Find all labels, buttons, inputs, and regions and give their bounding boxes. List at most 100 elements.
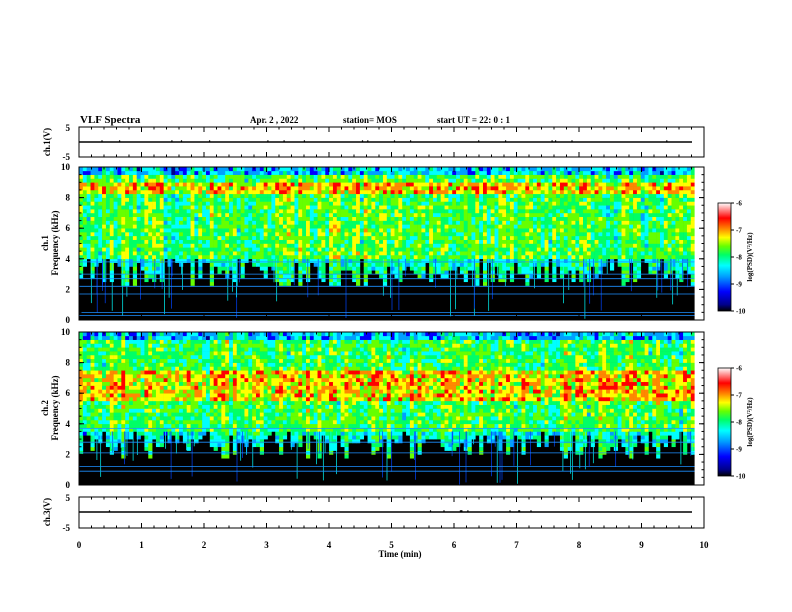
spectrogram-cell — [556, 228, 561, 233]
spectrogram-cell — [129, 235, 134, 240]
spectrogram-cell — [179, 220, 184, 225]
spectrogram-cell — [275, 232, 280, 237]
spectrogram-cell — [90, 427, 95, 432]
spectrogram-cell — [556, 216, 561, 221]
spectrogram-cell — [229, 186, 234, 191]
spectrogram-cell — [502, 228, 507, 233]
spectrogram-cell — [459, 266, 465, 271]
spectrogram-cell — [444, 243, 449, 248]
spectrogram-cell — [205, 243, 211, 248]
spectrogram-cell — [356, 281, 361, 286]
spectrogram-cell — [217, 212, 222, 218]
spectrogram-cell — [479, 247, 484, 252]
spectrogram-cell — [436, 201, 441, 206]
spectrogram-cell — [559, 174, 565, 179]
spectrogram-cell — [679, 197, 684, 202]
spectrogram-cell — [321, 167, 326, 172]
spectrogram-cell — [132, 243, 138, 248]
spectrogram-cell — [386, 201, 391, 206]
spectrogram-cell — [575, 182, 580, 187]
spectrogram-cell — [86, 170, 91, 175]
spectrogram-cell — [352, 216, 357, 221]
spectrogram-cell — [490, 189, 495, 195]
spectrogram-cell — [102, 347, 107, 352]
spectrogram-cell — [448, 228, 453, 233]
spectrogram-cell — [375, 228, 380, 233]
spectrogram-cell — [340, 243, 345, 248]
spectrogram-cell — [102, 197, 107, 202]
spectrogram-cell — [294, 209, 299, 214]
spectrogram-cell — [348, 212, 353, 218]
spectrogram-cell — [105, 374, 111, 379]
spectrogram-cell — [513, 167, 518, 172]
spectrogram-cell — [563, 220, 568, 225]
spectrogram-cell — [167, 212, 172, 218]
spectrogram-cell — [336, 254, 341, 260]
spectrogram-cell — [225, 178, 230, 183]
spectrogram-cell — [394, 170, 399, 175]
spectrogram-cell — [579, 189, 584, 195]
spectrogram-cell — [356, 170, 361, 175]
spectrogram-cell — [494, 174, 499, 179]
spectrogram-cell — [656, 174, 661, 179]
spectrogram-cell — [271, 239, 276, 244]
spectrogram-cell — [240, 243, 245, 248]
spectrogram-cell — [282, 193, 288, 198]
spectrogram-cell — [506, 189, 511, 195]
spectrogram-cell — [436, 262, 441, 267]
spectrogram-cell — [486, 205, 491, 210]
spectrogram-cell — [456, 247, 461, 252]
spectrogram-cell — [348, 178, 353, 183]
spectrogram-cell — [621, 182, 626, 187]
spectrogram-cell — [290, 186, 295, 191]
spectrogram-cell — [225, 201, 230, 206]
spectrogram-cell — [506, 197, 511, 202]
spectrogram-cell — [409, 216, 415, 221]
spectrogram-cell — [617, 216, 622, 221]
spectrogram-cell — [413, 174, 418, 179]
spectrogram-cell — [475, 281, 480, 286]
spectrogram-cell — [132, 167, 138, 172]
spectrogram-cell — [467, 201, 472, 206]
spectrogram-cell — [121, 239, 126, 244]
spectrogram-cell — [679, 224, 684, 229]
spectrogram-cell — [452, 193, 457, 198]
spectrogram-cell — [255, 174, 261, 179]
spectrogram-cell — [633, 212, 638, 218]
spectrogram-cell — [686, 216, 692, 221]
spectrogram-cell — [540, 197, 545, 202]
spectrogram-cell — [379, 247, 384, 252]
spectrogram-cell — [302, 254, 307, 260]
spectrogram-cell — [102, 416, 107, 421]
spectrogram-cell — [432, 209, 438, 214]
spectrogram-cell — [306, 239, 311, 244]
spectrogram-cell — [648, 220, 653, 225]
spectrogram-cell — [483, 254, 488, 260]
spectrogram-cell — [340, 197, 345, 202]
spectrogram-cell — [105, 439, 111, 444]
spectrogram-cell — [252, 178, 257, 183]
spectrogram-cell — [513, 178, 518, 183]
spectrogram-cell — [144, 243, 149, 248]
spectrogram-cell — [429, 262, 434, 267]
spectrogram-cell — [217, 193, 222, 198]
spectrogram-cell — [102, 201, 107, 206]
spectrogram-cell — [467, 258, 472, 263]
spectrogram-cell — [398, 254, 403, 260]
spectrogram-cell — [394, 220, 399, 225]
spectrogram-cell — [171, 170, 176, 175]
spectrogram-cell — [533, 186, 538, 191]
spectrogram-cell — [644, 212, 649, 218]
spectrogram-cell — [244, 258, 249, 263]
spectrogram-cell — [113, 377, 118, 383]
spectrogram-cell — [117, 239, 122, 244]
spectrogram-cell — [625, 254, 630, 260]
spectrogram-cell — [486, 174, 491, 179]
spectrogram-cell — [109, 442, 114, 448]
ch1-ytick-label: 0 — [66, 315, 71, 325]
spectrogram-cell — [386, 254, 391, 260]
spectrogram-cell — [225, 243, 230, 248]
spectrogram-cell — [432, 205, 438, 210]
spectrogram-cell — [321, 243, 326, 248]
spectrogram-cell — [525, 170, 530, 175]
